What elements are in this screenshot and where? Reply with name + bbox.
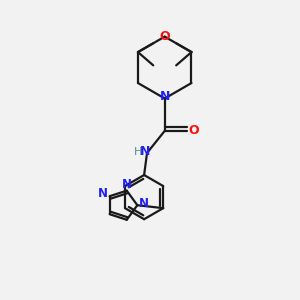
Text: N: N: [139, 197, 149, 210]
Text: H: H: [134, 147, 142, 157]
Text: N: N: [160, 91, 170, 103]
Text: N: N: [122, 178, 132, 191]
Text: N: N: [140, 145, 150, 158]
Text: O: O: [159, 30, 170, 43]
Text: N: N: [98, 187, 108, 200]
Text: O: O: [189, 124, 200, 137]
